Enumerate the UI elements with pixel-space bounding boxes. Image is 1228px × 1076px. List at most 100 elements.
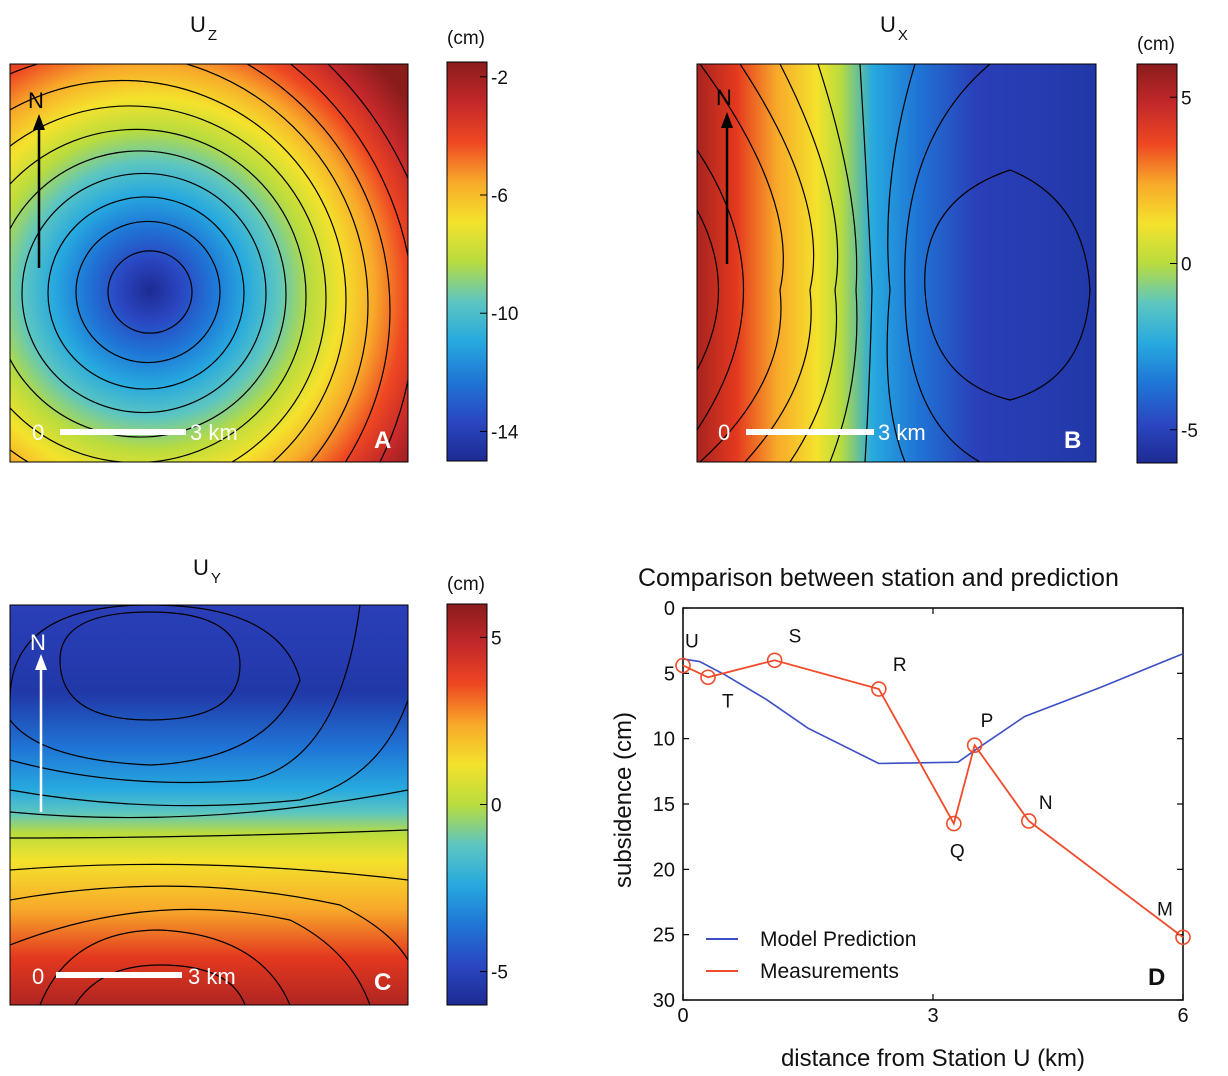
heatmap-ux bbox=[696, 63, 1097, 463]
colorbar-tick-label: -2 bbox=[491, 68, 508, 89]
colorbar-uz bbox=[446, 61, 488, 462]
measurement-point bbox=[946, 815, 962, 832]
scale-end-uy: 3 km bbox=[188, 964, 236, 989]
north-label-ux: N bbox=[716, 85, 732, 110]
contour-line bbox=[10, 605, 301, 766]
colorbar-unit-uz: (cm) bbox=[447, 28, 485, 49]
colorbar-tick-label: 5 bbox=[491, 628, 502, 649]
contour-line bbox=[779, 64, 839, 462]
contour-line bbox=[10, 863, 408, 881]
scale-start-uy: 0 bbox=[32, 964, 44, 989]
contour-line bbox=[10, 605, 361, 784]
station-label: N bbox=[1039, 793, 1053, 814]
north-label-uy: N bbox=[30, 630, 46, 655]
contour-line bbox=[10, 699, 408, 807]
colorbar-tick-label: -5 bbox=[491, 963, 508, 984]
contour-line bbox=[10, 908, 371, 1005]
plot-area bbox=[682, 607, 1184, 1001]
contour-line bbox=[904, 64, 991, 462]
contour-line bbox=[59, 611, 241, 721]
north-label-uz: N bbox=[28, 88, 44, 113]
contour-line bbox=[10, 885, 408, 961]
contour-line bbox=[39, 929, 291, 1005]
contour-line bbox=[10, 64, 369, 462]
panel-letter-c: C bbox=[374, 969, 391, 996]
colorbar-tick-label: -5 bbox=[1181, 421, 1198, 442]
contour-line bbox=[10, 789, 408, 819]
legend-label-measurements: Measurements bbox=[760, 960, 899, 983]
measurement-point bbox=[1021, 813, 1037, 829]
scale-bar-uy: 0 3 km bbox=[32, 964, 236, 989]
chart-series: U T S R Q P N M bbox=[675, 626, 1191, 946]
x-tick-label: 6 bbox=[1177, 1005, 1188, 1027]
station-label: R bbox=[893, 655, 907, 676]
y-tick-label: 10 bbox=[653, 729, 675, 751]
contour-line bbox=[859, 64, 873, 462]
station-label: S bbox=[789, 626, 802, 647]
contour-line bbox=[47, 196, 245, 390]
contour-line bbox=[10, 150, 287, 438]
north-arrow-uy: N bbox=[30, 630, 47, 812]
contour-line bbox=[245, 64, 391, 462]
colorbar-ticks-ux: 5 0 -5 bbox=[1170, 88, 1198, 442]
contour-line bbox=[75, 220, 221, 364]
measurement-point bbox=[871, 681, 887, 697]
x-tick-label: 3 bbox=[927, 1005, 938, 1027]
colorbar-tick-label: -10 bbox=[491, 304, 518, 325]
contour-line bbox=[924, 169, 1091, 401]
station-label: U bbox=[685, 631, 699, 652]
legend-label-model: Model Prediction bbox=[760, 928, 916, 951]
scale-end-uz: 3 km bbox=[190, 420, 238, 445]
colorbar-tick-label: 0 bbox=[491, 796, 502, 817]
scale-start-ux: 0 bbox=[718, 420, 730, 445]
legend: Model Prediction Measurements bbox=[706, 928, 916, 983]
contour-line bbox=[697, 149, 745, 431]
contour-line bbox=[10, 829, 408, 839]
colorbar-tick-label: -6 bbox=[491, 186, 508, 207]
contour-lines-uz bbox=[10, 64, 408, 462]
panel-letter-d: D bbox=[1148, 964, 1165, 991]
contour-lines-uy bbox=[10, 605, 408, 1005]
y-tick-label: 5 bbox=[664, 663, 675, 685]
measurement-point bbox=[766, 652, 783, 669]
scale-bar-ux: 0 3 km bbox=[718, 420, 926, 445]
y-tick-label: 30 bbox=[653, 990, 675, 1012]
contour-line bbox=[817, 64, 858, 462]
contour-line bbox=[74, 964, 246, 1005]
panel-letter-a: A bbox=[374, 427, 391, 454]
scale-start-uz: 0 bbox=[32, 420, 44, 445]
contour-line bbox=[107, 250, 193, 334]
contour-line bbox=[10, 128, 307, 462]
y-axis-label: subsidence (cm) bbox=[610, 712, 637, 888]
subsidence-chart: Comparison between station and predictio… bbox=[610, 564, 1191, 1072]
colorbar-unit-ux: (cm) bbox=[1137, 34, 1175, 55]
colorbar-unit-uy: (cm) bbox=[447, 574, 485, 595]
x-tick-label: 0 bbox=[677, 1005, 688, 1027]
contour-line bbox=[21, 172, 267, 414]
measurement-point bbox=[1175, 929, 1191, 946]
station-label: P bbox=[981, 711, 994, 732]
contour-line bbox=[739, 64, 815, 462]
contour-line bbox=[699, 64, 784, 462]
colorbar-ticks-uz: -2 -6 -10 -14 bbox=[480, 68, 519, 443]
station-label: M bbox=[1157, 899, 1173, 920]
station-label: Q bbox=[950, 842, 965, 863]
scale-bar-uz: 0 3 km bbox=[32, 420, 238, 445]
colorbar-tick-label: 0 bbox=[1181, 255, 1192, 276]
contour-line bbox=[886, 64, 916, 462]
scale-end-ux: 3 km bbox=[878, 420, 926, 445]
north-arrow-ux: N bbox=[716, 85, 733, 264]
y-tick-label: 25 bbox=[653, 925, 675, 947]
contour-lines-ux bbox=[697, 64, 1091, 462]
contour-line bbox=[697, 209, 720, 371]
contour-line bbox=[10, 105, 327, 462]
measurement-point bbox=[675, 657, 691, 674]
heatmap-uz bbox=[9, 63, 409, 463]
x-axis-label: distance from Station U (km) bbox=[781, 1045, 1085, 1072]
